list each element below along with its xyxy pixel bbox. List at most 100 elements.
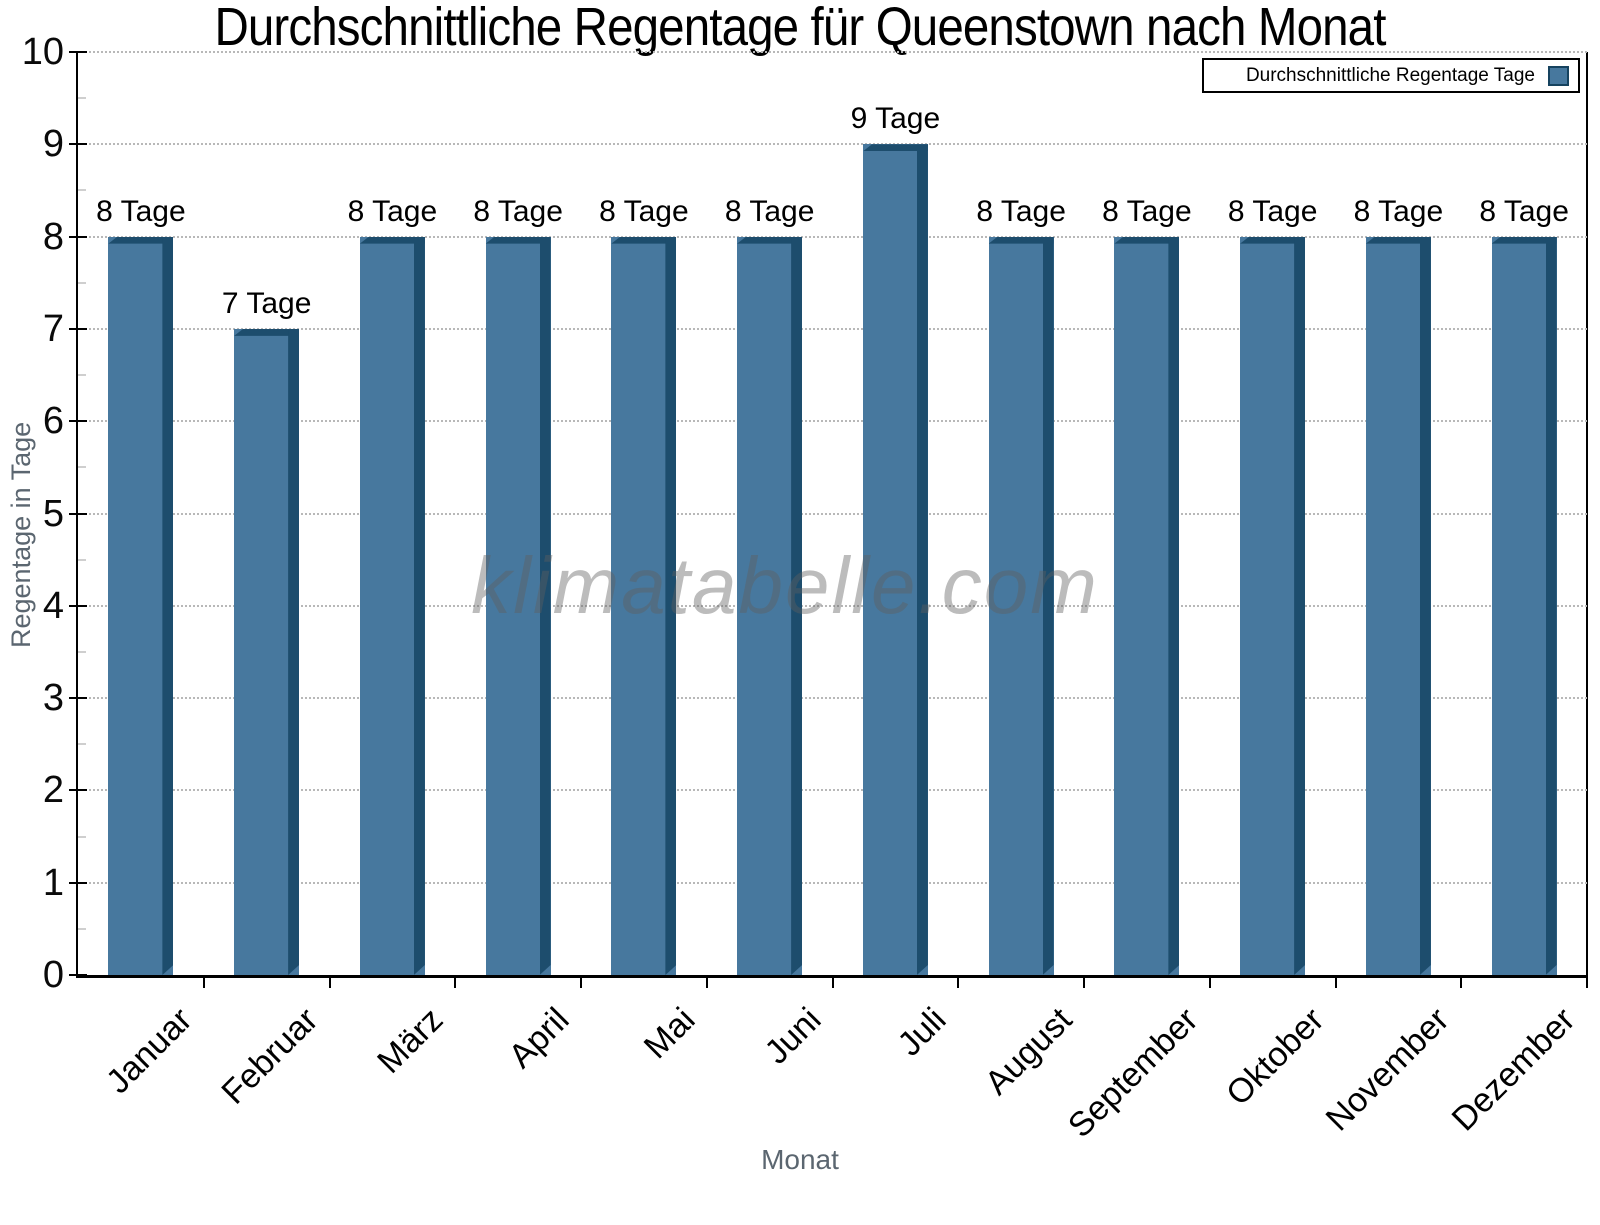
x-tick-label: Oktober <box>1218 1000 1331 1113</box>
bar-value-label: 8 Tage <box>1353 194 1444 228</box>
y-minor-tick <box>78 97 86 100</box>
x-tick <box>1083 975 1085 988</box>
x-tick <box>454 975 457 988</box>
gridline <box>78 881 1587 884</box>
y-minor-tick <box>78 743 86 746</box>
x-tick-label: November <box>1318 1000 1457 1139</box>
y-tick <box>69 604 87 607</box>
chart-title: Durchschnittliche Regentage für Queensto… <box>214 0 1386 57</box>
bar-value-label: 8 Tage <box>724 194 815 228</box>
x-tick-label: März <box>370 1000 451 1081</box>
y-minor-tick <box>78 281 86 284</box>
y-tick <box>69 420 87 423</box>
plot-right-border <box>1586 52 1588 975</box>
y-axis-title: Regentage in Tage <box>6 421 36 648</box>
x-tick <box>831 975 834 988</box>
y-minor-tick <box>78 189 86 192</box>
bar-value-label: 8 Tage <box>347 194 438 228</box>
bar-value-label: 8 Tage <box>473 194 563 228</box>
plot-area: 8 Tage Januar 7 Tage Februar 8 Tage März 8 Tag… <box>22 33 1588 1145</box>
bar-side-face <box>288 329 299 975</box>
bar-value-label: 8 Tage <box>1479 194 1569 228</box>
bar <box>1240 236 1306 975</box>
y-tick-label: 6 <box>42 400 64 443</box>
bar <box>485 236 551 975</box>
bar-top-face <box>359 236 425 244</box>
bar-value-label: 8 Tage <box>599 194 689 228</box>
bar-top-face <box>485 236 551 244</box>
y-tick <box>69 974 87 976</box>
bar-top-face <box>611 236 677 244</box>
gridline <box>78 327 1587 330</box>
bar-side-face <box>917 144 928 975</box>
x-tick <box>580 975 582 988</box>
y-tick <box>69 697 87 700</box>
y-tick-label: 5 <box>42 492 64 535</box>
x-tick <box>202 975 205 988</box>
bar-top-face <box>1240 236 1306 244</box>
bar-side-face <box>665 237 676 975</box>
gridline <box>78 143 1587 146</box>
bar-side-face <box>1294 237 1305 975</box>
y-tick-label: 2 <box>42 769 64 812</box>
bar-top-face <box>234 328 300 336</box>
x-tick <box>1586 975 1588 988</box>
bar <box>108 236 174 975</box>
bar-side-face <box>791 237 802 975</box>
x-tick-label: Juni <box>756 1000 828 1072</box>
x-axis-title: Monat <box>761 1144 839 1175</box>
y-minor-tick <box>78 927 86 930</box>
y-minor-tick <box>78 558 86 561</box>
x-tick-label: September <box>1060 1000 1206 1146</box>
y-tick <box>69 327 87 330</box>
gridline <box>78 51 1587 53</box>
x-tick-label: Dezember <box>1444 1000 1583 1139</box>
bar <box>359 236 425 975</box>
y-tick-label: 9 <box>42 123 64 166</box>
bar <box>988 236 1054 975</box>
bar <box>1365 236 1431 975</box>
bar-top-face <box>108 236 174 244</box>
y-tick-label: 3 <box>42 677 64 720</box>
y-tick <box>69 235 87 238</box>
y-tick <box>69 881 87 884</box>
bar-top-face <box>988 236 1054 244</box>
bar-value-label: 8 Tage <box>96 194 186 228</box>
bar-value-label: 8 Tage <box>1227 194 1318 228</box>
gridline <box>78 697 1587 700</box>
bar-top-face <box>1114 236 1180 244</box>
y-tick-label: 0 <box>42 954 64 996</box>
x-tick <box>705 975 708 988</box>
x-tick-label: April <box>501 1000 577 1076</box>
x-tick <box>328 975 331 988</box>
bar-top-face <box>737 236 803 244</box>
gridline <box>78 235 1587 238</box>
bar-top-face <box>862 144 928 152</box>
bar-side-face <box>414 237 425 975</box>
x-tick-label: Februar <box>213 1000 325 1112</box>
bar-side-face <box>1546 237 1557 975</box>
bar-side-face <box>540 237 551 975</box>
x-tick-label: Juli <box>890 1000 954 1064</box>
x-tick-label: Mai <box>636 1000 703 1067</box>
bar-side-face <box>162 237 173 975</box>
y-tick <box>69 512 87 515</box>
x-tick <box>1334 975 1337 988</box>
legend-label: Durchschnittliche Regentage Tage <box>1245 64 1535 86</box>
bar-side-face <box>1043 237 1054 975</box>
x-tick-label: August <box>977 1000 1080 1103</box>
y-minor-tick <box>78 835 86 838</box>
x-tick <box>957 975 960 988</box>
bar <box>737 236 803 975</box>
y-tick <box>69 789 87 792</box>
y-minor-tick <box>78 466 86 469</box>
bar <box>1491 236 1557 975</box>
x-tick-label: Januar <box>98 1000 200 1101</box>
gridline <box>78 420 1587 423</box>
legend-box: Durchschnittliche Regentage Tage <box>1202 58 1580 93</box>
bar-side-face <box>1420 237 1431 975</box>
y-tick <box>69 143 87 146</box>
bar <box>611 236 677 975</box>
bar-side-face <box>1168 237 1179 975</box>
bar-value-label: 9 Tage <box>850 102 941 136</box>
